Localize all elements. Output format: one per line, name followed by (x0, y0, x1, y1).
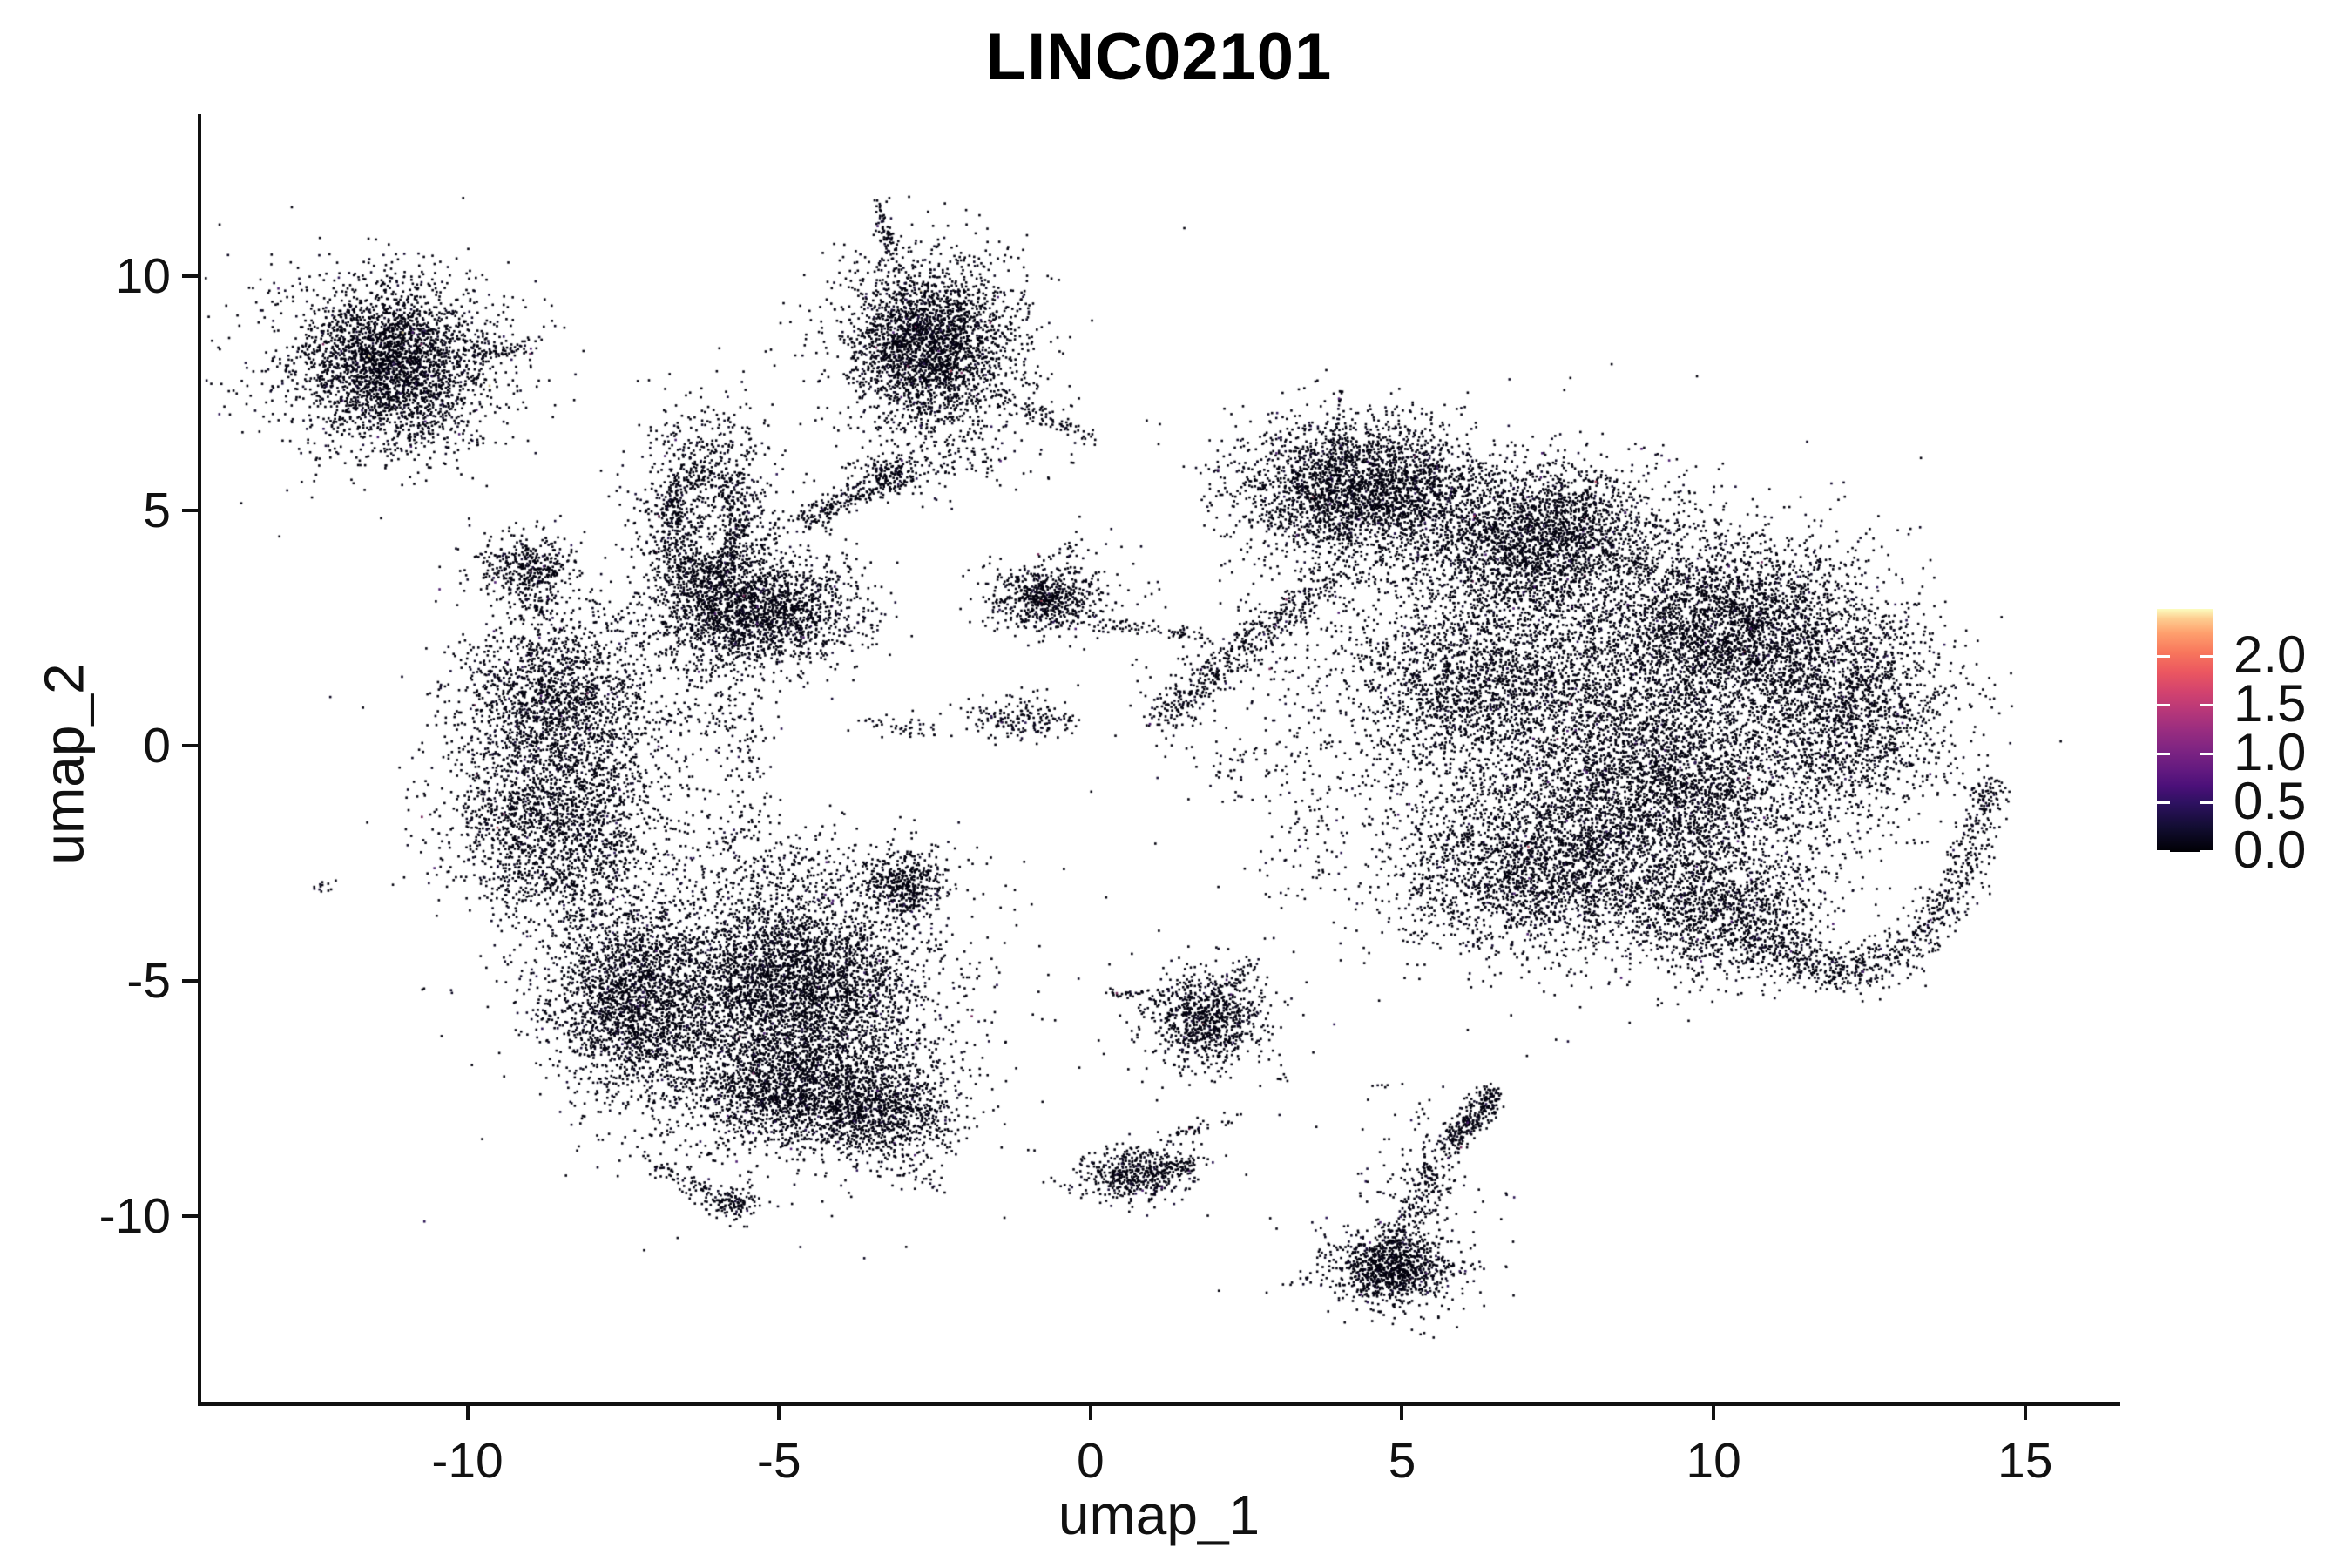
colorbar-tick-label: 2.0 (2234, 625, 2307, 684)
plot-title: LINC02101 (985, 20, 1333, 94)
colorbar-tick-label: 1.0 (2234, 723, 2307, 781)
colorbar-tick-label: 0.5 (2234, 772, 2307, 830)
colorbar-tick-mark (2157, 801, 2170, 804)
colorbar-tick-mark (2200, 753, 2213, 755)
x-tick-label: -5 (756, 1433, 801, 1489)
colorbar-tick-mark (2157, 753, 2170, 755)
x-tick-label: 0 (1076, 1433, 1105, 1489)
y-tick-label: -5 (126, 953, 171, 1010)
colorbar-tick-mark (2157, 655, 2170, 658)
colorbar-tick-label: 1.5 (2234, 674, 2307, 733)
colorbar-gradient (2157, 609, 2213, 852)
x-axis-title: umap_1 (1058, 1484, 1260, 1546)
x-axis-line (198, 1402, 2120, 1406)
y-tick-mark (182, 509, 198, 513)
y-tick-label: 10 (115, 247, 171, 304)
y-axis-line (198, 114, 201, 1406)
colorbar-tick-mark (2200, 704, 2213, 706)
y-tick-label: 0 (143, 718, 171, 774)
x-tick-mark (465, 1404, 470, 1420)
x-tick-mark (1400, 1404, 1404, 1420)
x-tick-label: -10 (431, 1433, 504, 1489)
y-tick-mark (182, 744, 198, 748)
colorbar-tick-mark (2157, 850, 2170, 853)
colorbar-tick-mark (2200, 850, 2213, 853)
colorbar-tick-mark (2200, 655, 2213, 658)
colorbar-tick-mark (2200, 801, 2213, 804)
y-tick-mark (182, 1214, 198, 1219)
y-tick-mark (182, 979, 198, 983)
x-tick-mark (777, 1404, 781, 1420)
x-tick-label: 15 (1997, 1433, 2053, 1489)
x-tick-mark (1088, 1404, 1092, 1420)
y-tick-label: 5 (143, 483, 171, 539)
x-tick-label: 5 (1388, 1433, 1416, 1489)
x-tick-label: 10 (1686, 1433, 1741, 1489)
x-tick-mark (2023, 1404, 2027, 1420)
x-tick-mark (1712, 1404, 1716, 1420)
y-axis-title: umap_2 (32, 663, 96, 865)
colorbar-tick-label: 0.0 (2234, 821, 2307, 879)
y-tick-mark (182, 274, 198, 278)
colorbar-tick-mark (2157, 704, 2170, 706)
y-tick-label: -10 (98, 1188, 171, 1245)
